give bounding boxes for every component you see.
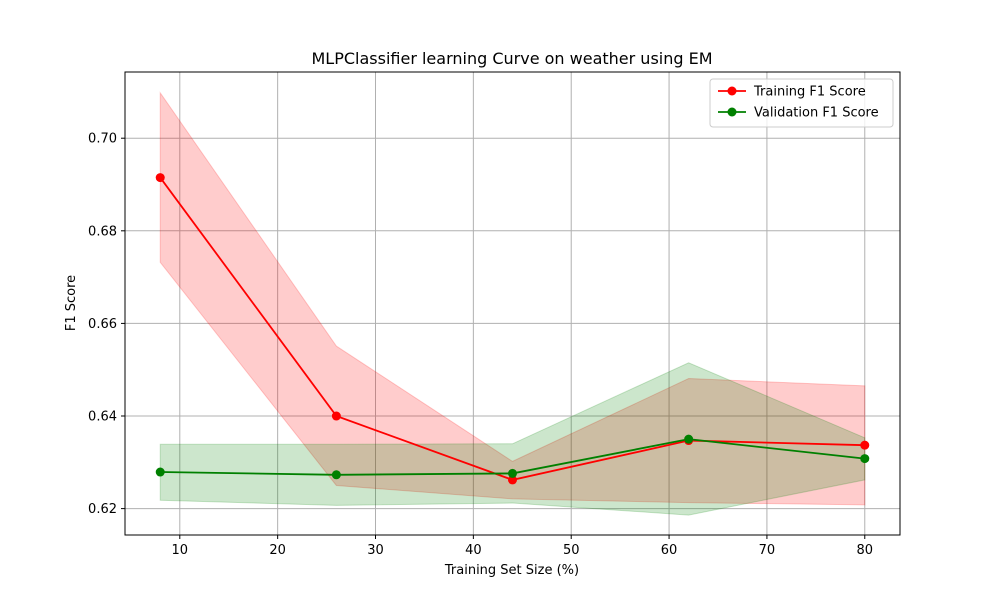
point-series-1 bbox=[860, 454, 870, 464]
point-series-1 bbox=[684, 434, 694, 444]
y-tick-label: 0.70 bbox=[88, 132, 117, 147]
y-tick-label: 0.68 bbox=[88, 224, 117, 239]
point-series-1 bbox=[155, 467, 165, 477]
y-tick-label: 0.62 bbox=[88, 502, 117, 517]
legend-label-0: Training F1 Score bbox=[753, 85, 866, 100]
x-tick-label: 40 bbox=[465, 543, 482, 558]
y-axis-label: F1 Score bbox=[64, 275, 79, 331]
y-tick-label: 0.64 bbox=[88, 410, 117, 425]
series-markers bbox=[155, 173, 870, 485]
x-tick-label: 30 bbox=[367, 543, 384, 558]
x-tick-label: 50 bbox=[563, 543, 580, 558]
axis-ticks: 10 20 30 40 50 60 70 80 0.62 0.64 0.66 0.68 0.70 bbox=[88, 132, 873, 558]
legend-label-1: Validation F1 Score bbox=[754, 106, 879, 121]
legend: Training F1 Score Validation F1 Score bbox=[709, 78, 894, 128]
point-series-1 bbox=[508, 468, 517, 478]
x-tick-label: 10 bbox=[172, 543, 189, 558]
x-axis-label: Training Set Size (%) bbox=[444, 563, 579, 578]
band-series-0 bbox=[159, 91, 866, 506]
point-series-0 bbox=[331, 411, 341, 421]
x-tick-label: 70 bbox=[759, 543, 776, 558]
grid bbox=[125, 72, 900, 535]
legend-marker-1 bbox=[727, 107, 737, 117]
x-tick-label: 60 bbox=[661, 543, 678, 558]
legend-box bbox=[709, 78, 894, 128]
point-series-0 bbox=[155, 173, 165, 183]
x-tick-label: 80 bbox=[856, 543, 873, 558]
y-tick-label: 0.66 bbox=[88, 317, 117, 332]
legend-marker-0 bbox=[727, 86, 737, 96]
chart-title: MLPClassifier learning Curve on weather … bbox=[311, 49, 712, 68]
point-series-0 bbox=[860, 440, 870, 450]
point-series-0 bbox=[508, 475, 517, 485]
plot-area-frame bbox=[124, 71, 901, 536]
x-tick-label: 20 bbox=[269, 543, 286, 558]
point-series-1 bbox=[331, 470, 341, 480]
